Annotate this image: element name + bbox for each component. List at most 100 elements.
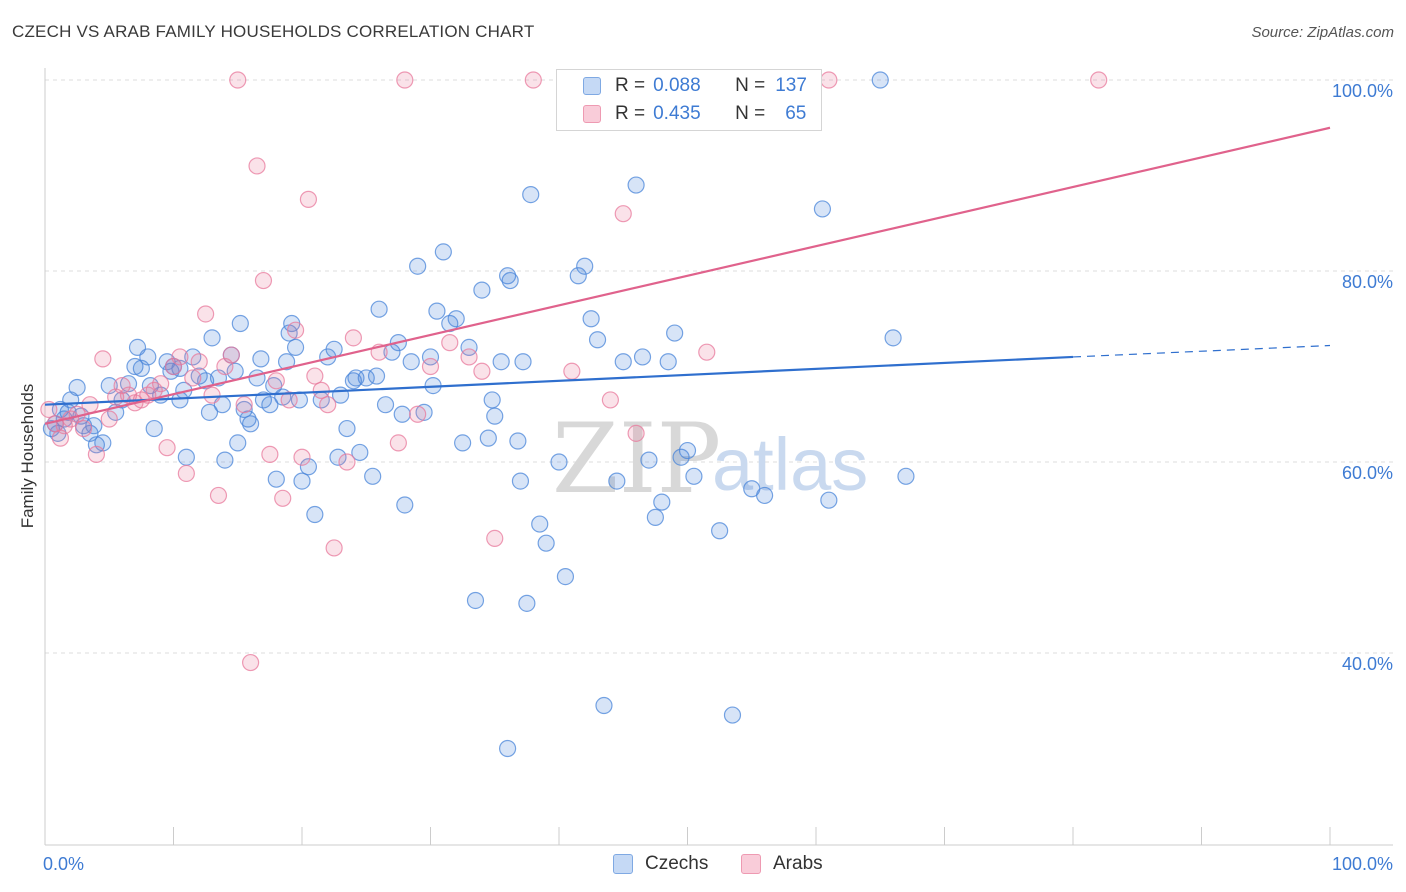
czech-point xyxy=(633,348,652,366)
czech-point xyxy=(509,432,527,450)
czech-point xyxy=(711,522,729,540)
arabs-legend-label: Arabs xyxy=(773,853,823,874)
arab-point xyxy=(460,348,478,366)
czech-trend-line xyxy=(44,355,1074,406)
czech-point xyxy=(367,367,386,385)
czech-point xyxy=(252,350,270,368)
y-tick-label: 100.0% xyxy=(1332,81,1393,101)
arab-point xyxy=(113,377,131,395)
legend-arabs[interactable]: Arabs xyxy=(741,852,823,876)
arab-point xyxy=(293,448,311,466)
trend-lines xyxy=(44,126,1331,425)
czech-point xyxy=(299,458,318,476)
czech-point xyxy=(393,405,411,423)
czech-point xyxy=(672,448,690,466)
czech-point xyxy=(370,300,388,318)
czech-point xyxy=(434,243,452,261)
arab-point xyxy=(306,367,324,385)
czech-point xyxy=(614,353,632,371)
czech-points xyxy=(42,71,915,758)
czech-point xyxy=(306,505,324,524)
arab-point xyxy=(338,453,356,471)
czech-trend-extension xyxy=(1072,344,1331,358)
arab-point xyxy=(94,350,112,368)
gridlines xyxy=(45,79,1393,654)
czech-swatch xyxy=(583,77,601,95)
czech-point xyxy=(511,472,530,490)
arab-point xyxy=(274,489,292,507)
czech-point xyxy=(723,706,742,724)
y-tick-label: 40.0% xyxy=(1342,654,1393,674)
czech-point xyxy=(351,443,369,462)
czech-point xyxy=(522,186,540,204)
y-tick-label: 80.0% xyxy=(1342,272,1393,292)
czech-point xyxy=(492,353,510,371)
czech-point xyxy=(820,491,838,509)
watermark-zip: ZIP xyxy=(552,403,721,515)
arab-point xyxy=(254,271,273,290)
czech-point xyxy=(499,739,517,758)
czech-point xyxy=(595,696,613,715)
arab-point xyxy=(698,343,716,361)
arab-point xyxy=(164,357,183,376)
czech-point xyxy=(396,496,414,514)
czech-point xyxy=(177,448,195,466)
arab-point xyxy=(325,539,343,557)
arab-point xyxy=(312,381,330,399)
czech-point xyxy=(483,391,501,409)
czech-point xyxy=(286,338,305,356)
czech-point xyxy=(145,419,163,438)
arab-point xyxy=(473,362,491,380)
y-axis-title: Family Households xyxy=(18,383,37,529)
czech-point xyxy=(421,348,440,366)
arab-point xyxy=(601,391,620,409)
arab-point xyxy=(261,445,279,463)
czech-point xyxy=(267,470,285,488)
czech-point xyxy=(653,493,671,511)
arab-point xyxy=(242,653,260,672)
arabs-legend-swatch xyxy=(741,854,761,874)
czech-point xyxy=(499,267,517,285)
arab-point xyxy=(87,445,106,463)
czech-point xyxy=(518,594,536,612)
czech-point xyxy=(897,467,915,485)
arab-point xyxy=(267,372,285,390)
arab-point xyxy=(74,419,93,438)
legend-row-czech: R = 0.088 N = 137 xyxy=(583,73,807,99)
arab-point xyxy=(171,348,189,366)
czech-point xyxy=(329,448,347,466)
arab-point xyxy=(441,334,459,352)
watermark-atlas: atlas xyxy=(712,423,868,506)
czech-point xyxy=(376,396,395,414)
czech-point xyxy=(242,415,260,433)
czech-point xyxy=(87,436,106,454)
czech-point xyxy=(640,451,658,469)
czech-point xyxy=(871,71,889,89)
czech-point xyxy=(666,324,684,342)
arab-n-label: N = xyxy=(735,103,766,124)
czech-point xyxy=(235,400,253,419)
arab-point xyxy=(100,410,118,428)
czech-point xyxy=(239,410,257,428)
x-tick-labels: 0.0% 100.0% xyxy=(43,854,1393,874)
czech-point xyxy=(514,353,532,371)
chart-title: CZECH VS ARAB FAMILY HOUSEHOLDS CORRELAT… xyxy=(12,22,535,41)
arab-point xyxy=(158,439,176,457)
arab-point xyxy=(409,405,427,423)
czech-point xyxy=(409,257,427,275)
czech-point xyxy=(216,451,234,469)
czech-point xyxy=(550,453,568,471)
arab-point xyxy=(209,486,228,505)
y-tick-labels: 40.0% 60.0% 80.0% 100.0% xyxy=(1332,81,1393,674)
czech-point xyxy=(813,200,832,218)
czech-n-value: 137 xyxy=(775,75,807,96)
arab-point xyxy=(627,424,645,442)
arab-point xyxy=(563,362,581,380)
czech-point xyxy=(454,434,472,452)
legend-row-arab: R = 0.435 N = 65 xyxy=(583,101,806,127)
czech-point xyxy=(85,417,103,435)
arab-point xyxy=(203,386,221,404)
czech-r-label: R = xyxy=(615,75,646,96)
legend-czechs[interactable]: Czechs xyxy=(613,852,708,876)
